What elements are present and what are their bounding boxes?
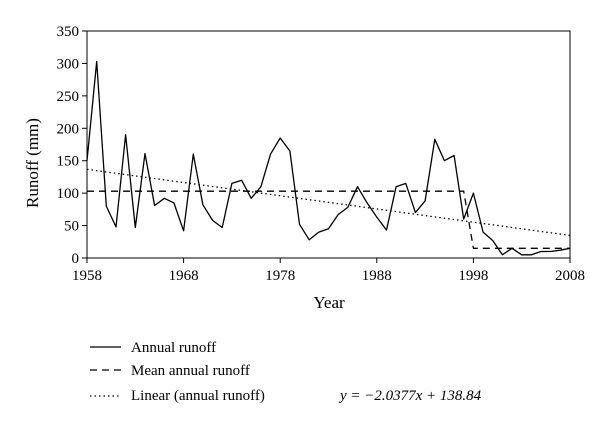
plot-frame — [86, 30, 571, 259]
x-tick-label: 1988 — [362, 268, 392, 284]
y-tick-label: 200 — [57, 121, 80, 137]
plot-area — [86, 30, 571, 259]
legend-trend-equation: y = −2.0377x + 138.84 — [338, 388, 482, 404]
legend-item-annual-runoff: Annual runoff — [90, 340, 216, 356]
legend-label-annual-runoff: Annual runoff — [131, 340, 216, 356]
y-tick-label: 300 — [57, 56, 80, 72]
y-tick-label: 50 — [64, 219, 79, 235]
series-layer — [86, 60, 571, 256]
y-axis-label: Runoff (mm) — [23, 118, 42, 208]
y-tick-label: 250 — [57, 89, 80, 105]
annual-runoff-line — [86, 60, 571, 256]
y-tick-label: 0 — [72, 251, 80, 267]
x-tick-label: 1998 — [458, 268, 488, 284]
mean-annual-runoff-line — [87, 190, 570, 249]
legend-item-mean-annual-runoff: Mean annual runoff — [90, 363, 250, 379]
x-tick-label: 1958 — [72, 268, 102, 284]
y-tick-label: 100 — [57, 186, 80, 202]
legend: Annual runoff Mean annual runoff Linear … — [90, 340, 482, 404]
axis-layer: 0 50 100 150 200 250 300 350 1958 1968 1978 1988 199… — [57, 24, 586, 284]
y-tick-label: 350 — [57, 24, 80, 40]
y-tick-label: 150 — [57, 154, 80, 170]
x-tick-label: 1978 — [265, 268, 295, 284]
x-axis-label: Year — [313, 293, 345, 312]
linear-trend-line — [86, 168, 571, 237]
x-tick-label: 2008 — [555, 268, 585, 284]
x-tick-label: 1968 — [169, 268, 199, 284]
legend-label-mean-annual-runoff: Mean annual runoff — [131, 363, 250, 379]
legend-label-linear-trend: Linear (annual runoff) — [131, 388, 265, 404]
legend-item-linear-trend: Linear (annual runoff) y = −2.0377x + 13… — [90, 388, 482, 404]
